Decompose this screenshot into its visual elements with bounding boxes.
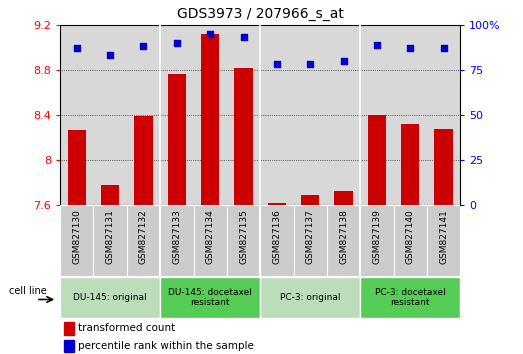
- Point: [272, 62, 281, 67]
- Text: PC-3: original: PC-3: original: [280, 293, 340, 302]
- Text: GSM827141: GSM827141: [439, 209, 448, 264]
- Point: [240, 35, 248, 40]
- Bar: [394, 205, 427, 276]
- Bar: [435, 129, 453, 205]
- Bar: [260, 205, 293, 276]
- Bar: [427, 205, 460, 276]
- Bar: [368, 115, 386, 205]
- Bar: [360, 277, 460, 318]
- Bar: [67, 130, 86, 205]
- Bar: [268, 203, 286, 205]
- Bar: [94, 205, 127, 276]
- Bar: [327, 205, 360, 276]
- Bar: [227, 205, 260, 276]
- Text: GSM827135: GSM827135: [239, 209, 248, 264]
- Text: GSM827130: GSM827130: [72, 209, 81, 264]
- Point: [139, 44, 147, 49]
- Text: GSM827134: GSM827134: [206, 209, 214, 264]
- Text: percentile rank within the sample: percentile rank within the sample: [78, 341, 254, 351]
- Point: [373, 42, 381, 47]
- Bar: [160, 277, 260, 318]
- Text: GSM827138: GSM827138: [339, 209, 348, 264]
- Text: DU-145: original: DU-145: original: [73, 293, 147, 302]
- Text: DU-145: docetaxel
resistant: DU-145: docetaxel resistant: [168, 288, 252, 307]
- Text: GSM827132: GSM827132: [139, 209, 148, 264]
- Bar: [64, 340, 74, 352]
- Text: GSM827140: GSM827140: [406, 209, 415, 264]
- Point: [439, 45, 448, 51]
- Bar: [260, 277, 360, 318]
- Text: GSM827137: GSM827137: [306, 209, 315, 264]
- Bar: [301, 195, 320, 205]
- Bar: [64, 322, 74, 335]
- Point: [206, 31, 214, 37]
- Bar: [194, 205, 227, 276]
- Point: [173, 40, 181, 46]
- Bar: [234, 68, 253, 205]
- Bar: [334, 191, 353, 205]
- Title: GDS3973 / 207966_s_at: GDS3973 / 207966_s_at: [177, 7, 344, 21]
- Bar: [134, 116, 153, 205]
- Bar: [160, 205, 194, 276]
- Bar: [401, 124, 419, 205]
- Bar: [293, 205, 327, 276]
- Text: transformed count: transformed count: [78, 323, 175, 333]
- Text: GSM827136: GSM827136: [272, 209, 281, 264]
- Text: PC-3: docetaxel
resistant: PC-3: docetaxel resistant: [375, 288, 446, 307]
- Text: GSM827131: GSM827131: [106, 209, 115, 264]
- Bar: [168, 74, 186, 205]
- Text: GSM827139: GSM827139: [372, 209, 381, 264]
- Point: [73, 45, 81, 51]
- Bar: [201, 34, 219, 205]
- Text: cell line: cell line: [9, 286, 47, 296]
- Point: [339, 58, 348, 64]
- Bar: [60, 277, 160, 318]
- Point: [106, 53, 115, 58]
- Bar: [127, 205, 160, 276]
- Bar: [101, 185, 119, 205]
- Bar: [60, 205, 94, 276]
- Point: [306, 62, 314, 67]
- Bar: [360, 205, 393, 276]
- Point: [406, 45, 414, 51]
- Text: GSM827133: GSM827133: [173, 209, 181, 264]
